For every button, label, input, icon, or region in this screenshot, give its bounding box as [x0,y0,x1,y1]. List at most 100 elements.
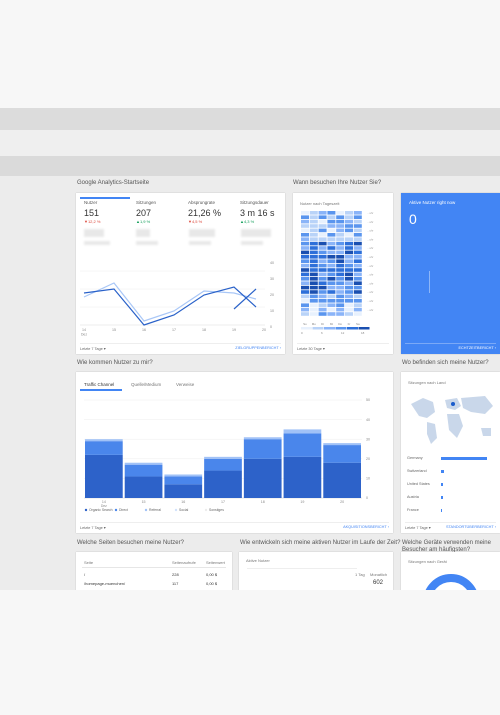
heatmap-cell [318,307,327,312]
heatmap-hour-label: …uhr [367,255,373,259]
heatmap-cell [301,294,309,299]
heatmap-cell [301,255,309,259]
heatmap-cell [301,215,309,219]
active-users-day-label: 1 Tag [355,572,365,577]
audience-report-link[interactable]: ZIELGRUPPENBERICHT › [235,346,281,350]
heatmap-cell [336,259,345,263]
bar-segment [283,456,322,498]
heatmap-cell [345,281,353,285]
table-cell-link[interactable]: /homepage-muenchen/ [84,581,126,586]
geo-date-range-selector[interactable]: Letzte 7 Tage ▾ [405,526,431,530]
bar-segment [85,439,123,442]
heatmap-cell [345,211,353,215]
table-cell-link[interactable]: / [84,572,86,577]
heatmap-cell [301,290,309,294]
heatmap-hour-label: …uhr [367,237,373,241]
heatmap-cell [353,281,362,285]
header-band [0,108,500,130]
metric-value: 21,26 % [188,208,222,218]
heatmap-cell [309,211,318,215]
heatmap-cell [327,303,336,307]
heatmap-title: Nutzer nach Tageszeit [300,201,340,206]
x-tick-label: 14 [102,500,106,504]
country-bar [441,483,444,486]
heatmap-cell [353,233,362,237]
heatmap-cell [345,224,353,228]
heatmap-cell [309,219,318,224]
heatmap-cell [327,241,336,246]
heatmap-cell [345,285,353,290]
bar-segment [204,470,242,498]
heatmap-cell [336,224,345,228]
heatmap-cell [353,263,362,268]
heatmap-cell [353,294,362,299]
heatmap-cell [327,312,336,316]
heatmap-cell [301,299,309,303]
heatmap-cell [309,250,318,255]
bar-segment [124,462,163,465]
heatmap-hour-label: …uhr [367,220,373,224]
y-tick-label: 0 [270,325,272,329]
heatmap-cell [327,255,336,259]
heatmap-cell [345,307,353,312]
acquisition-date-range-selector[interactable]: Letzte 7 Tage ▾ [80,526,106,530]
x-tick-label: 16 [142,328,146,332]
heatmap-cell [353,250,362,255]
heatmap-legend-label: 0 [301,331,303,335]
x-tick-label: 19 [300,500,304,504]
metric-2[interactable]: Absprungrate 21,26 % ▼4,5 % [188,200,221,224]
country-bar [441,509,443,512]
heatmap-cell [309,259,318,263]
heatmap-cell [309,268,318,272]
y-tick-label: 40 [270,261,274,265]
heatmap-cell [301,228,309,233]
heatmap-cell [353,211,362,215]
heatmap-date-range-selector[interactable]: Letzte 30 Tage ▾ [297,347,325,351]
metric-0[interactable]: Nutzer 151 ▼12,2 % [84,200,100,224]
heatmap-cell [318,290,327,294]
heatmap-cell [327,268,336,272]
heatmap-cell [301,233,309,237]
acquisition-tab-1[interactable]: Quelle/Medium [131,382,162,387]
geo-card: Sitzungen nach Land Germany Switzerland Un… [401,372,500,533]
bottom-white-area [0,590,500,715]
heatmap-legend-swatch [312,327,324,330]
acquisition-tab-2[interactable]: Verweise [176,382,195,387]
heatmap-legend-swatch [335,327,347,330]
section-title-when: Wann besuchen Ihre Nutzer Sie? [293,180,382,186]
metric-1[interactable]: Sitzungen 207 ▲1,9 % [136,200,156,224]
metric-tab-indicator [80,197,130,199]
current-period-line [83,286,257,326]
heatmap-legend-label: 12 [341,331,345,335]
y-tick-label: 30 [270,277,274,281]
heatmap-legend-label: 6 [321,331,323,335]
country-bar [441,470,444,473]
metric-3[interactable]: Sitzungsdauer 3 m 16 s ▲4,3 % [240,200,275,224]
heatmap-hour-label: …uhr [367,290,373,294]
heatmap-cell [327,224,336,228]
heatmap-cell [353,241,362,246]
x-tick-label: 14 [82,328,86,332]
heatmap-cell [318,211,327,215]
acquisition-tab-0[interactable]: Traffic Channel [84,382,115,387]
geo-footer: Letzte 7 Tage ▾ STANDORTÜBERBERICHT › [405,522,496,530]
acquisition-report-link[interactable]: AKQUISITIONSBERICHT › [343,525,389,529]
heatmap-cell [345,233,353,237]
heatmap-cell [309,215,318,219]
bar-segment [204,456,242,459]
realtime-report-link[interactable]: ECHTZEITBERICHT › [458,346,497,350]
date-range-selector[interactable]: Letzte 7 Tage ▾ [80,347,106,351]
heatmap-cell [345,228,353,233]
heatmap-cell [327,259,336,263]
bar-segment [243,439,282,459]
country-label: United States [407,482,430,486]
heatmap-cell [301,281,309,285]
location-report-link[interactable]: STANDORTÜBERBERICHT › [445,525,496,529]
bar-segment [164,474,203,477]
metric-delta: ▲4,3 % [240,219,255,224]
heatmap-cell [309,294,318,299]
heatmap-cell [345,277,353,281]
heatmap-cell [336,285,345,290]
heatmap-cell [336,281,345,285]
